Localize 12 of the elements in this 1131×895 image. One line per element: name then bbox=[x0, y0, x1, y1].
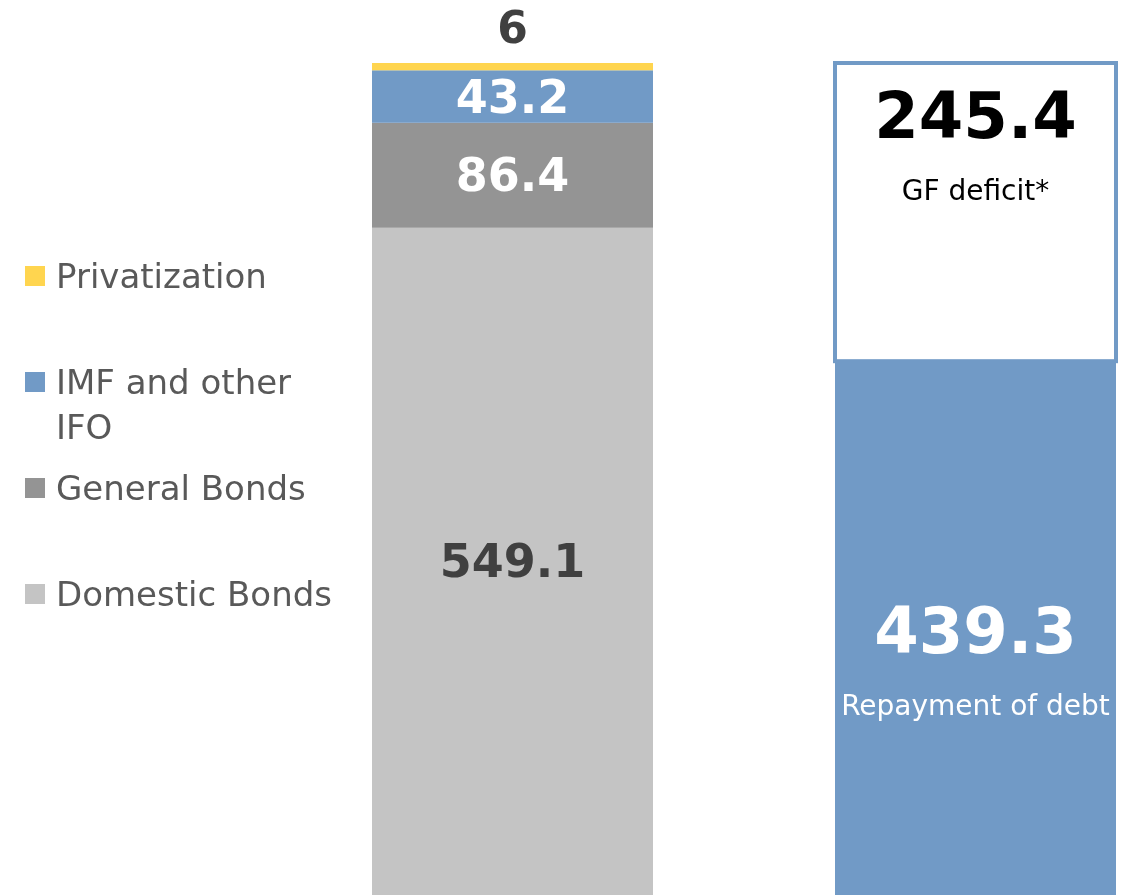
data-label: 549.1 bbox=[439, 534, 586, 589]
legend-label: Privatization bbox=[56, 256, 267, 296]
series-label: Repayment of debt bbox=[841, 689, 1110, 723]
series-label: GF deficit* bbox=[901, 174, 1050, 207]
data-label: 6 bbox=[497, 2, 528, 53]
data-label: 86.4 bbox=[455, 148, 570, 203]
legend-label: Domestic Bonds bbox=[56, 574, 332, 614]
data-label: 439.3 bbox=[874, 594, 1077, 669]
legend-label: IMF and other IFO bbox=[56, 362, 292, 447]
data-label: 43.2 bbox=[455, 69, 570, 124]
legend-label: General Bonds bbox=[56, 468, 306, 508]
data-label: 245.4 bbox=[874, 79, 1077, 153]
